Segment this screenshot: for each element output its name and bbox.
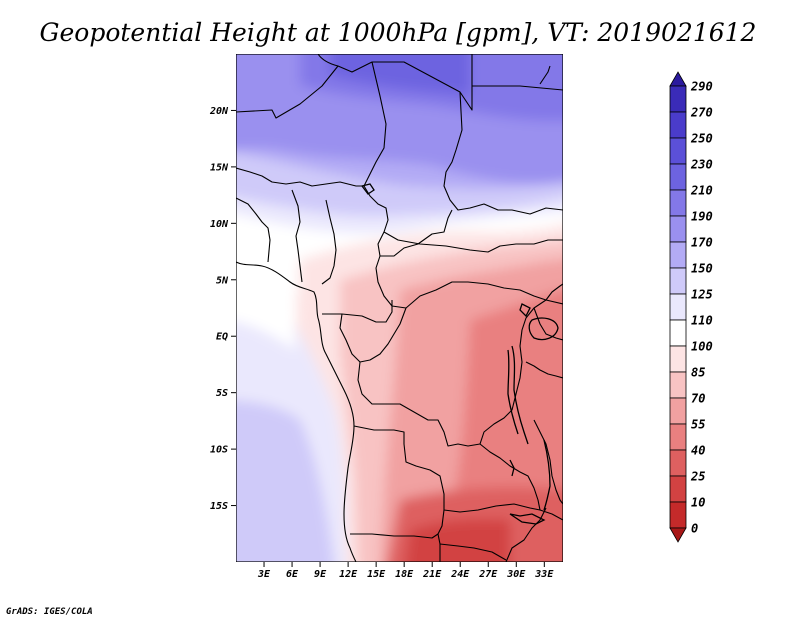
colorbar-label: 0 (691, 522, 698, 536)
lon-tick-label: 9E (314, 569, 327, 580)
lon-tick-label: 6E (286, 569, 299, 580)
colorbar-swatch (669, 189, 687, 217)
lon-tick-label: 33E (534, 569, 554, 580)
colorbar-swatch (669, 241, 687, 269)
colorbar-label: 55 (691, 418, 705, 432)
colorbar-label: 125 (691, 288, 713, 302)
colorbar-label: 85 (691, 366, 705, 380)
colorbar-label: 230 (690, 158, 713, 172)
colorbar: 2902702502302101901701501251101008570554… (669, 71, 713, 543)
colorbar-swatch (669, 319, 687, 347)
grads-credit: GrADS: IGES/COLA (6, 607, 93, 617)
lon-tick-label: 18E (395, 569, 414, 580)
colorbar-label: 25 (690, 470, 705, 484)
colorbar-swatch (669, 267, 687, 295)
colorbar-swatch (669, 345, 687, 373)
colorbar-swatch (669, 371, 687, 399)
lat-tick-label: 10S (210, 445, 228, 456)
lon-tick-label: 27E (478, 569, 498, 580)
colorbar-label: 40 (691, 444, 705, 458)
lat-tick-label: EQ (216, 332, 228, 343)
lat-tick-label: 15S (210, 501, 228, 512)
lon-tick-label: 24E (450, 569, 470, 580)
lat-tick-label: 5S (216, 388, 228, 399)
colorbar-label: 10 (691, 496, 705, 510)
colorbar-swatch (669, 501, 687, 529)
colorbar-label: 100 (691, 340, 713, 354)
lon-tick-label: 3E (257, 569, 271, 580)
colorbar-swatch (669, 449, 687, 477)
colorbar-swatch (669, 475, 687, 503)
great-lakes (360, 183, 559, 525)
colorbar-swatch (669, 423, 687, 451)
longitude-ticks: 3E 6E 9E 12E 15E 18E 21E 24E 27E 30E 33E (257, 562, 554, 580)
colorbar-label: 210 (690, 184, 713, 198)
geopotential-height-map (236, 54, 563, 562)
colorbar-bottom-arrow (669, 527, 687, 543)
latitude-ticks: 20N 15N 10N 5N EQ 5S 10S 15S (209, 106, 236, 512)
colorbar-label: 290 (690, 80, 713, 94)
lat-tick-label: 20N (209, 106, 229, 117)
colorbar-top-arrow (669, 71, 687, 87)
colorbar-swatch (669, 85, 687, 113)
colorbar-swatch (669, 111, 687, 139)
lon-tick-label: 12E (339, 569, 358, 580)
lat-tick-label: 10N (210, 219, 229, 230)
colorbar-label: 70 (691, 392, 705, 406)
lon-tick-label: 30E (506, 569, 526, 580)
colorbar-label: 110 (691, 314, 713, 328)
lat-tick-label: 5N (216, 275, 229, 286)
figure-title: Geopotential Height at 1000hPa [gpm], VT… (40, 18, 757, 47)
colorbar-label: 150 (691, 262, 713, 276)
lon-tick-label: 15E (367, 569, 386, 580)
colorbar-label: 170 (691, 236, 713, 250)
lon-tick-label: 21E (422, 569, 442, 580)
colorbar-swatch (669, 293, 687, 321)
colorbar-swatch (669, 215, 687, 243)
colorbar-label: 190 (691, 210, 713, 224)
height-field-shading (236, 54, 563, 562)
colorbar-label: 270 (690, 106, 713, 120)
lat-tick-label: 15N (210, 162, 229, 173)
colorbar-swatch (669, 397, 687, 425)
colorbar-swatch (669, 137, 687, 165)
colorbar-label: 250 (690, 132, 713, 146)
colorbar-swatch (669, 163, 687, 191)
